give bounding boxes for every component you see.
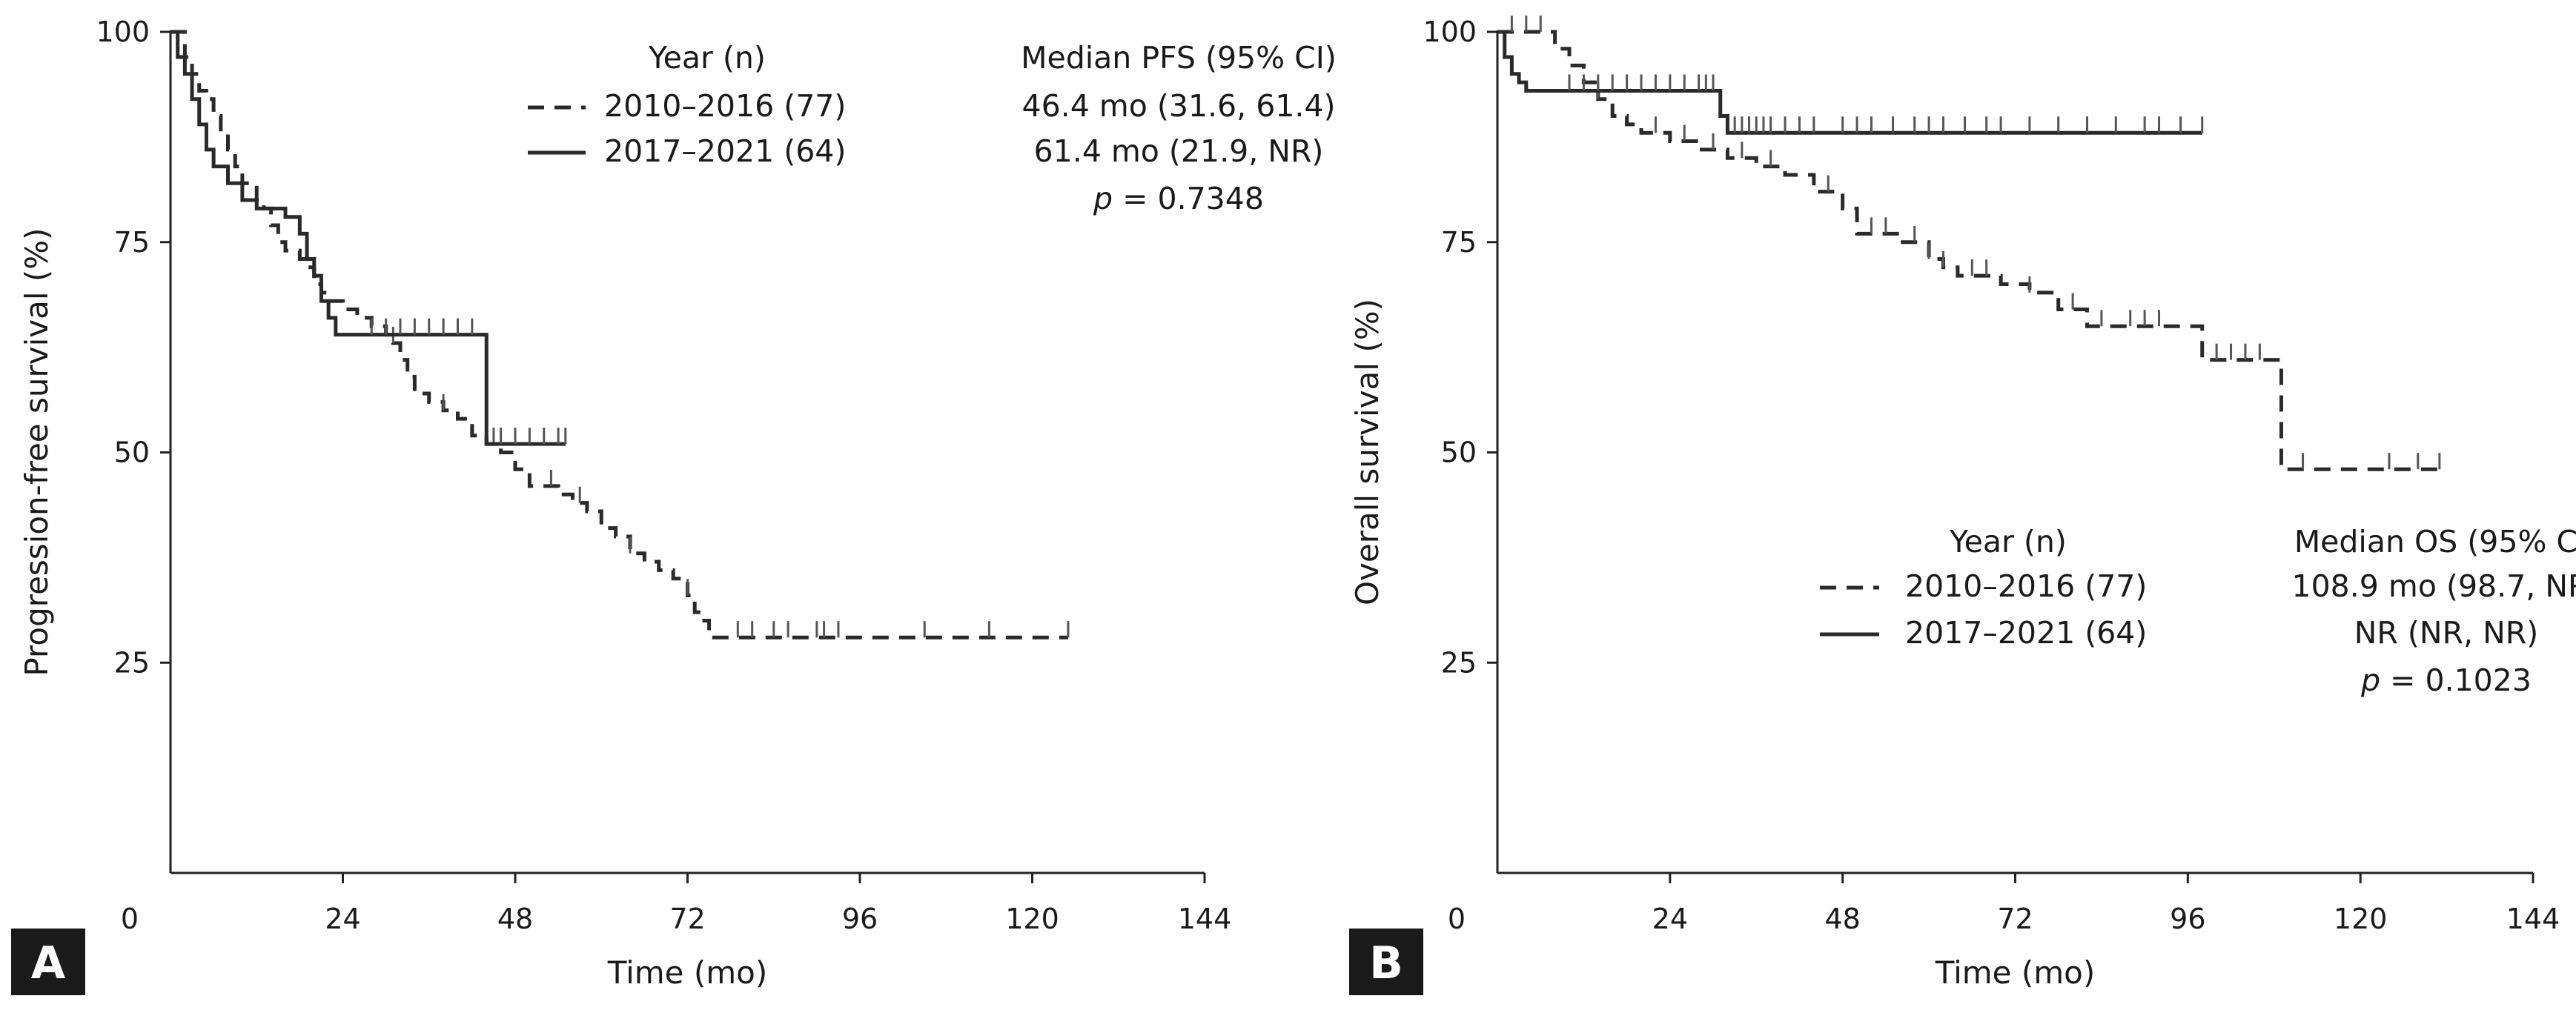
x-tick-label: 144: [1178, 903, 1232, 935]
x-tick-label: 48: [497, 903, 533, 935]
series-line-solid: [1497, 30, 2202, 135]
series-line-dashed: [1497, 30, 2447, 471]
p-value: = 0.7348: [1113, 181, 1264, 216]
p-value: = 0.1023: [2380, 662, 2532, 698]
y-tick-label: 25: [1441, 646, 1477, 679]
x-tick-label: 24: [325, 903, 360, 935]
panel-letter: A: [31, 937, 66, 989]
x-tick-label: 96: [842, 903, 878, 935]
legend-header-median: Median OS (95% CI): [2294, 524, 2576, 559]
panel-letter-box: [11, 929, 85, 995]
legend-series-stat: 46.4 mo (31.6, 61.4): [1022, 88, 1335, 124]
legend-p-value: p = 0.7348: [1093, 181, 1264, 216]
legend-series-name: 2017–2021 (64): [1905, 615, 2147, 651]
legend-series-stat: 108.9 mo (98.7, NR): [2292, 568, 2576, 604]
legend-series-name: 2017–2021 (64): [604, 133, 846, 169]
x-tick-label: 72: [1997, 903, 2033, 935]
y-tick-label: 100: [1423, 16, 1477, 48]
p-symbol: p: [2360, 662, 2380, 698]
panel-b: 25 50 75 100 0 24 48 72 96 120 144 Time (mo) Overall…: [1349, 16, 2576, 995]
x-tick-label: 0: [121, 903, 139, 935]
x-tick-label: 24: [1652, 903, 1688, 935]
legend-series-name: 2010–2016 (77): [604, 88, 846, 124]
y-tick-label: 75: [114, 226, 150, 259]
x-tick-label: 96: [2170, 903, 2205, 935]
legend-series-stat: 61.4 mo (21.9, NR): [1034, 133, 1324, 169]
legend-p-value: p = 0.1023: [2360, 662, 2532, 698]
y-axis-title: Overall survival (%): [1349, 299, 1385, 605]
x-tick-label: 48: [1824, 903, 1860, 935]
x-tick-label: 144: [2506, 903, 2560, 935]
x-axis-title: Time (mo): [607, 954, 768, 991]
x-axis-title: Time (mo): [1935, 954, 2096, 991]
y-tick-label: 50: [114, 436, 150, 469]
x-tick-label: 0: [1448, 903, 1466, 935]
y-axis-title: Progression-free survival (%): [19, 227, 55, 676]
legend-header-year: Year (n): [648, 40, 766, 76]
panel-letter-box: [1349, 929, 1423, 995]
y-tick-label: 100: [96, 16, 150, 48]
p-symbol: p: [1093, 181, 1113, 216]
legend-series-stat: NR (NR, NR): [2354, 615, 2539, 651]
panel-a: 25 50 75 100 0 24 48 72 96 120 144 Time (mo) Progres…: [11, 16, 1337, 995]
legend-series-name: 2010–2016 (77): [1905, 568, 2147, 604]
x-tick-label: 72: [669, 903, 705, 935]
series-line-solid: [170, 30, 566, 446]
y-tick-label: 75: [1441, 226, 1477, 259]
x-tick-label: 120: [2334, 903, 2388, 935]
x-tick-label: 120: [1005, 903, 1059, 935]
legend-header-year: Year (n): [1949, 524, 2067, 559]
panel-letter: B: [1369, 937, 1403, 989]
legend-header-median: Median PFS (95% CI): [1021, 40, 1337, 76]
y-tick-label: 50: [1441, 436, 1477, 469]
y-tick-label: 25: [114, 646, 150, 679]
